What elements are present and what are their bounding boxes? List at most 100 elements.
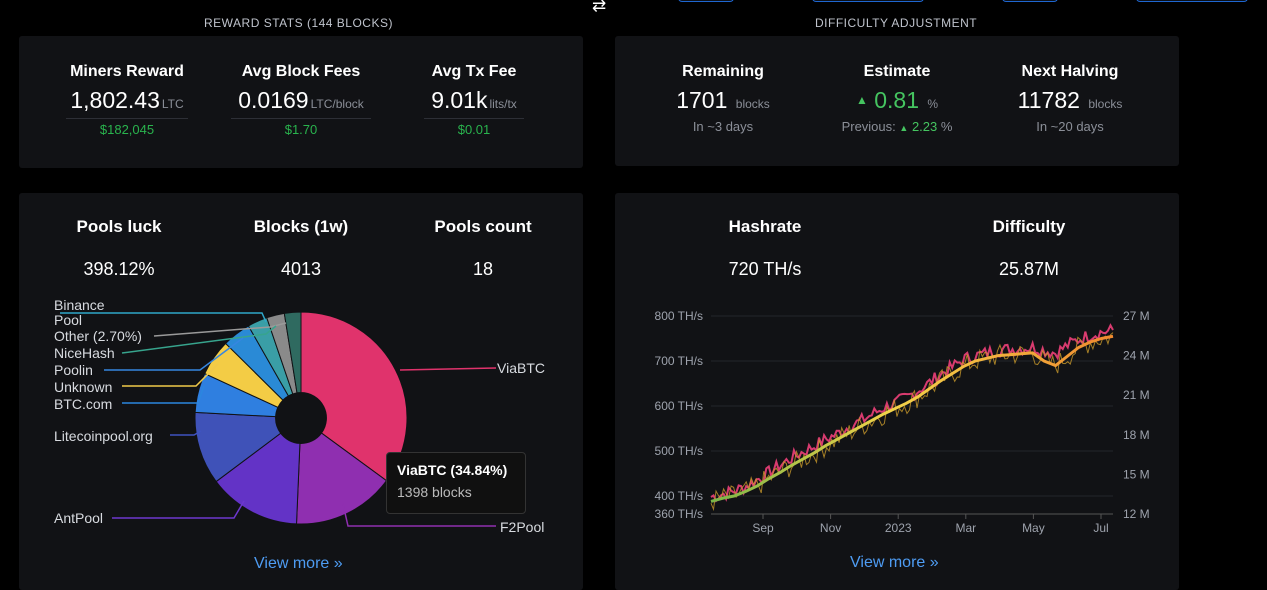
avg-tx-fee-usd: $0.01 [424,118,524,137]
hashrate-view-more-link[interactable]: View more » [850,554,939,571]
difficulty-label: Difficulty [992,217,1066,236]
pie-label-antpool[interactable]: AntPool [54,510,104,526]
blocks-1w-label: Blocks (1w) [253,217,349,236]
next-halving-eta: In ~20 days [1036,119,1104,134]
up-arrow-icon: ▲ [855,93,868,107]
miners-reward-usd: $182,045 [66,118,188,137]
pools-count-label: Pools count [434,217,532,236]
avg-block-fees-value: 0.0169 LTC/block [238,87,364,113]
y-right-tick: 24 M [1123,349,1150,363]
hashrate-value: 720 TH/s [728,259,802,279]
blocks-1w-stat: Blocks (1w) 4013 [211,217,391,280]
top-tab-1[interactable] [678,0,734,2]
y-left-tick: 800 TH/s [655,309,703,323]
estimate-stat: Estimate ▲ 0.81 % Previous: ▲ 2.23 % [827,63,967,134]
y-left-tick: 600 TH/s [655,399,703,413]
remaining-label: Remaining [682,63,764,80]
swap-icon[interactable]: ⇄ [592,0,607,15]
blocks-1w-value: 4013 [280,259,322,279]
y-left-tick: 400 TH/s [655,489,703,503]
pie-leader-line [153,322,287,337]
x-tick-label: Jul [1093,521,1108,535]
pie-tooltip: ViaBTC (34.84%) 1398 blocks [386,452,526,514]
reward-stats-title: REWARD STATS (144 BLOCKS) [204,16,393,30]
pie-label-unknown[interactable]: Unknown [54,379,113,395]
pie-slice-antpool[interactable] [215,432,301,525]
y-left-tick: 360 TH/s [655,507,703,521]
pie-leader-line [122,385,205,404]
x-tick-label: 2023 [885,521,912,535]
avg-block-fees-stat: Avg Block Fees 0.0169 LTC/block $1.70 [231,63,371,137]
pie-leader-line [342,503,496,527]
x-tick-label: May [1022,521,1045,535]
avg-block-fees-usd: $1.70 [231,118,371,137]
up-arrow-icon: ▲ [899,123,909,133]
estimate-label: Estimate [863,63,931,80]
avg-tx-fee-stat: Avg Tx Fee 9.01k lits/tx $0.01 [424,63,524,137]
next-halving-label: Next Halving [1021,63,1119,80]
avg-tx-fee-value: 9.01k lits/tx [431,87,517,113]
pools-pie-chart[interactable] [0,290,564,590]
remaining-eta: In ~3 days [692,119,754,134]
y-right-tick: 15 M [1123,467,1150,481]
pie-label-viabtc[interactable]: ViaBTC [497,360,545,376]
top-tab-3[interactable] [1002,0,1058,2]
hashrate-difficulty-chart[interactable]: 360 TH/s 400 TH/s 500 TH/s 600 TH/s 700 TH/s… [615,300,1179,540]
y-right-tick: 18 M [1123,428,1150,442]
x-tick-label: Sep [752,521,774,535]
top-tab-2[interactable] [812,0,924,2]
x-tick-label: Nov [820,521,841,535]
pie-label-binance[interactable]: Binance Pool [54,297,105,328]
pie-label-other[interactable]: Other (2.70%) [54,328,142,344]
next-halving-stat: Next Halving 11782 blocks In ~20 days [1010,63,1130,134]
pie-label-nicehash[interactable]: NiceHash [54,345,115,361]
pie-leader-line [122,363,219,387]
difficulty-adjustment-title: DIFFICULTY ADJUSTMENT [815,16,978,30]
pie-leader-line [170,430,202,436]
pie-slice-viabtc[interactable] [300,311,408,482]
y-right-tick: 12 M [1123,507,1150,521]
y-right-tick: 21 M [1123,388,1150,402]
next-halving-value: 11782 blocks [1017,87,1123,113]
top-tab-4[interactable] [1136,0,1248,2]
previous-adjustment: Previous: ▲ 2.23 % [841,119,953,134]
hashrate-series-line [710,323,1114,503]
estimate-value: ▲ 0.81 % [855,87,939,113]
pools-luck-label: Pools luck [76,217,162,236]
pie-leader-line [104,337,244,371]
difficulty-stat: Difficulty 25.87M [939,217,1119,280]
miners-reward-label: Miners Reward [70,63,184,80]
pie-label-btccom[interactable]: BTC.com [54,396,113,412]
pools-luck-value: 398.12% [83,259,155,279]
x-tick-label: Mar [955,521,976,535]
y-right-tick: 27 M [1123,309,1150,323]
difficulty-value: 25.87M [998,259,1060,279]
pie-slice-binance-pool[interactable] [283,311,302,394]
pie-label-poolin[interactable]: Poolin [54,362,93,378]
pools-count-stat: Pools count 18 [393,217,573,280]
hashrate-label: Hashrate [728,217,802,236]
reward-stats-card: Miners Reward 1,802.43 LTC $182,045 Avg B… [19,36,583,168]
pie-label-litecoinpool[interactable]: Litecoinpool.org [54,428,153,444]
difficulty-series-line [710,334,1114,503]
pie-slice-f2pool[interactable] [295,432,388,525]
pools-count-value: 18 [472,259,494,279]
remaining-value: 1701 blocks [676,87,770,113]
tooltip-title: ViaBTC (34.84%) [397,462,508,478]
pie-leader-line [60,312,267,323]
difficulty-card: Remaining 1701 blocks In ~3 days Estimat… [615,36,1179,166]
pie-leader-line [399,367,497,371]
pools-luck-stat: Pools luck 398.12% [29,217,209,280]
miners-reward-value: 1,802.43 LTC [70,87,184,113]
pie-leader-line [112,500,245,519]
miners-reward-stat: Miners Reward 1,802.43 LTC $182,045 [66,63,188,137]
avg-block-fees-label: Avg Block Fees [241,63,361,80]
pie-label-f2pool[interactable]: F2Pool [500,519,545,535]
hashrate-raw-series-line [710,332,1114,512]
avg-tx-fee-label: Avg Tx Fee [431,63,517,80]
y-left-tick: 500 TH/s [655,444,703,458]
hashrate-card: Hashrate 720 TH/s Difficulty 25.87M [615,193,1179,590]
tooltip-blocks: 1398 blocks [397,484,472,500]
y-left-tick: 700 TH/s [655,354,703,368]
pools-view-more-link[interactable]: View more » [254,555,343,572]
